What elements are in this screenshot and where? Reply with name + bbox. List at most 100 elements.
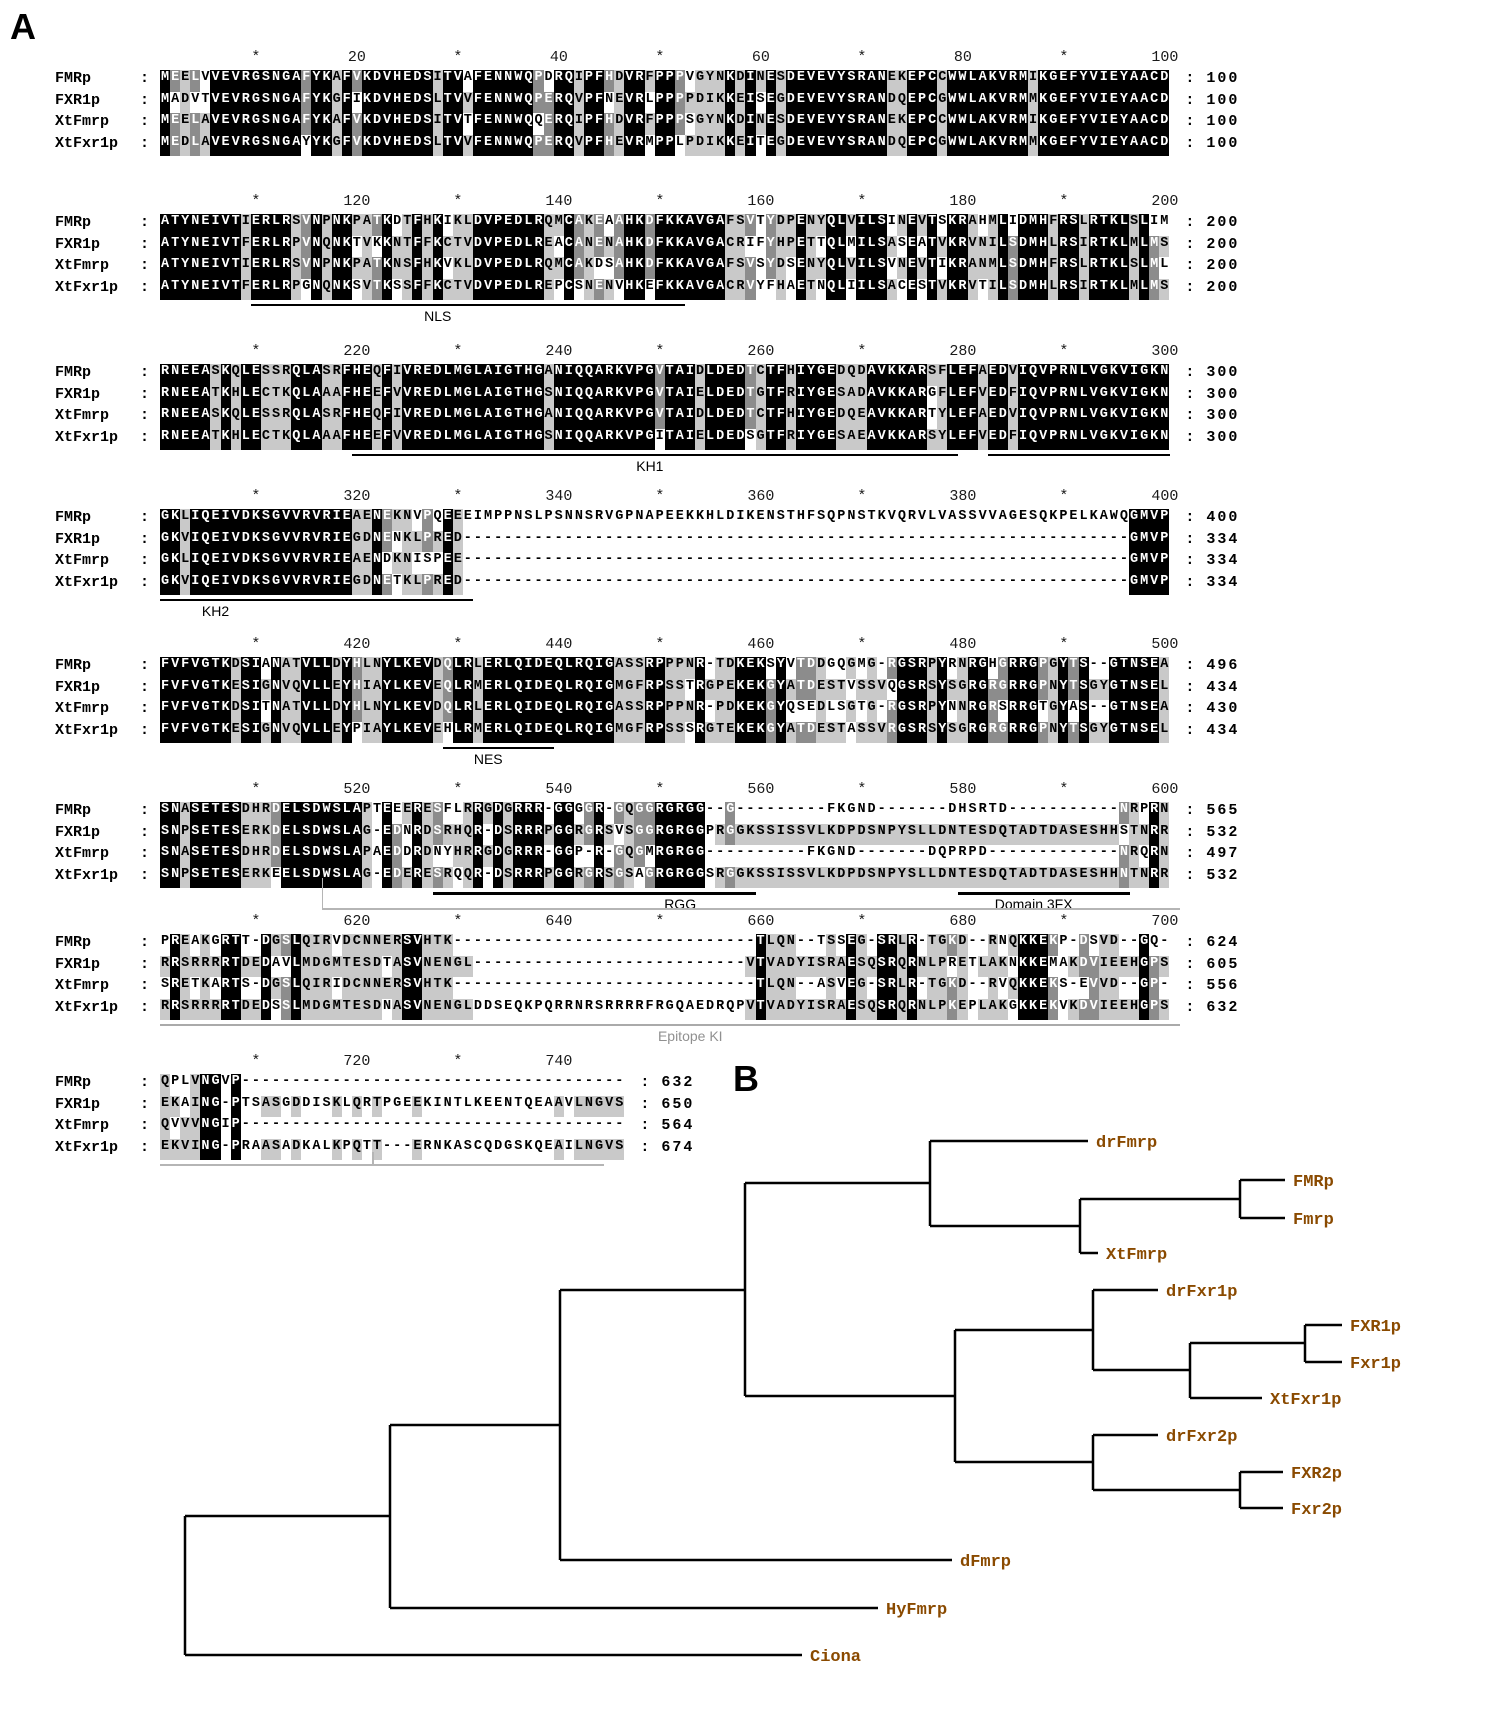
alignment-row: FMRp: G K L I Q E I V D K S G V V R V R I E A E N E K N V P Q E E E I M P P…	[55, 509, 1239, 531]
sequence-name: FXR1p	[55, 530, 101, 548]
alignment-row: XtFxr1p: R N E E A T K H L E C T K Q L A A A F H E E F V V R E D L M G L…	[55, 428, 1239, 450]
end-colon: :	[1185, 113, 1195, 130]
tree-leaf-label: Fxr1p	[1350, 1355, 1401, 1374]
bracket-tick	[372, 1152, 374, 1164]
ruler-tick: *	[655, 49, 665, 66]
ruler-number: 120	[343, 193, 371, 210]
sequence-name: XtFxr1p	[55, 998, 119, 1016]
alignment-row: XtFmrp: S R E T K A R T S - D G S L Q I R I D C N N E R S V H T K - - - -…	[55, 977, 1239, 999]
name-colon: :	[140, 257, 150, 274]
end-colon: :	[1185, 657, 1195, 674]
tree-leaf-label: FMRp	[1293, 1173, 1334, 1192]
ruler-tick: *	[453, 488, 463, 505]
sequence-end-position: 200	[1206, 235, 1240, 253]
ruler-tick: *	[1059, 343, 1069, 360]
ruler-tick: *	[453, 781, 463, 798]
sequence-end-position: 434	[1206, 721, 1240, 739]
name-colon: :	[140, 1138, 150, 1156]
tree-leaf-label: Fxr2p	[1291, 1501, 1342, 1520]
domain-underline	[250, 304, 686, 306]
name-colon: :	[140, 385, 150, 403]
sequence-end-position: 605	[1206, 955, 1240, 973]
panel-b-label: B	[733, 1058, 759, 1099]
end-colon: :	[1185, 214, 1195, 231]
ruler-number: 400	[1151, 488, 1179, 505]
name-colon: :	[140, 113, 150, 130]
sequence-end-position: 497	[1206, 845, 1240, 862]
ruler-tick: *	[251, 636, 261, 653]
ruler-tick: *	[857, 636, 867, 653]
sequence-name: XtFmrp	[55, 552, 110, 569]
sequence-name: FMRp	[55, 70, 92, 87]
ruler-tick: *	[453, 1053, 463, 1070]
ruler-tick: *	[251, 1053, 261, 1070]
name-colon: :	[140, 573, 150, 591]
name-colon: :	[140, 1095, 150, 1113]
sequence-end-position: 624	[1206, 934, 1240, 951]
sequence-end-position: 300	[1206, 364, 1240, 381]
ruler-number: 160	[747, 193, 775, 210]
sequence-end-position: 100	[1206, 70, 1240, 87]
ruler-tick: *	[1059, 913, 1069, 930]
end-colon: :	[1185, 70, 1195, 87]
tree-leaf-label: dFmrp	[960, 1553, 1011, 1572]
sequence-name: FXR1p	[55, 235, 101, 253]
ruler-number: 320	[343, 488, 371, 505]
name-colon: :	[140, 934, 150, 951]
sequence-name: XtFmrp	[55, 1117, 110, 1134]
sequence-end-position: 430	[1206, 700, 1240, 717]
end-colon: :	[1185, 530, 1195, 548]
ruler-number: 440	[545, 636, 573, 653]
ruler-number: 720	[343, 1053, 371, 1070]
ruler-tick: *	[1059, 49, 1069, 66]
end-colon: :	[1185, 364, 1195, 381]
region-label: NLS	[424, 308, 452, 324]
alignment-row: FXR1p: R N E E A T K H L E C T K Q L A A A F H E E F V V R E D L M G L A I…	[55, 385, 1239, 407]
ruler-number: 600	[1151, 781, 1179, 798]
sequence-end-position: 556	[1206, 977, 1240, 994]
ruler-number: 340	[545, 488, 573, 505]
ruler-number: 140	[545, 193, 573, 210]
alignment-row: XtFxr1p: F V F V G T K E S I G N V Q V L L E Y P I A Y L K E V E H L R M…	[55, 721, 1240, 743]
sequence-name: XtFxr1p	[55, 428, 119, 446]
alignment-row: XtFmrp: R N E E A S K Q L E S S R Q L A S R F H E Q F I V R E D L M G L A…	[55, 407, 1239, 429]
end-colon: :	[640, 1117, 650, 1134]
sequence-name: XtFmrp	[55, 257, 110, 274]
end-colon: :	[1185, 700, 1195, 717]
sequence-end-position: 200	[1206, 257, 1240, 274]
ruler: * 120 * 140 * 160 * 180 * 200	[160, 192, 1180, 214]
alignment-block-6: * 520 * 540 * 560 * 580 * 600 FMRp: S N A S E T E S D H R D E L S…	[55, 780, 1240, 912]
name-colon: :	[140, 866, 150, 884]
sequence-end-position: 565	[1206, 802, 1240, 819]
sequence-name: FXR1p	[55, 678, 101, 696]
name-colon: :	[140, 364, 150, 381]
sequence-name: FMRp	[55, 214, 92, 231]
sequence-name: FMRp	[55, 802, 92, 819]
ruler-number: 660	[747, 913, 775, 930]
bracket-tick	[321, 878, 324, 908]
ruler-number: 240	[545, 343, 573, 360]
name-colon: :	[140, 91, 150, 109]
name-colon: :	[140, 1117, 150, 1134]
name-colon: :	[140, 977, 150, 994]
name-colon: :	[140, 657, 150, 674]
end-colon: :	[1185, 407, 1195, 424]
name-colon: :	[140, 70, 150, 87]
end-colon: :	[1185, 998, 1195, 1016]
alignment-row: XtFmrp: A T Y N E I V T I E R L R S V N P N K P A T K N S F H K V K L D V…	[55, 257, 1239, 279]
